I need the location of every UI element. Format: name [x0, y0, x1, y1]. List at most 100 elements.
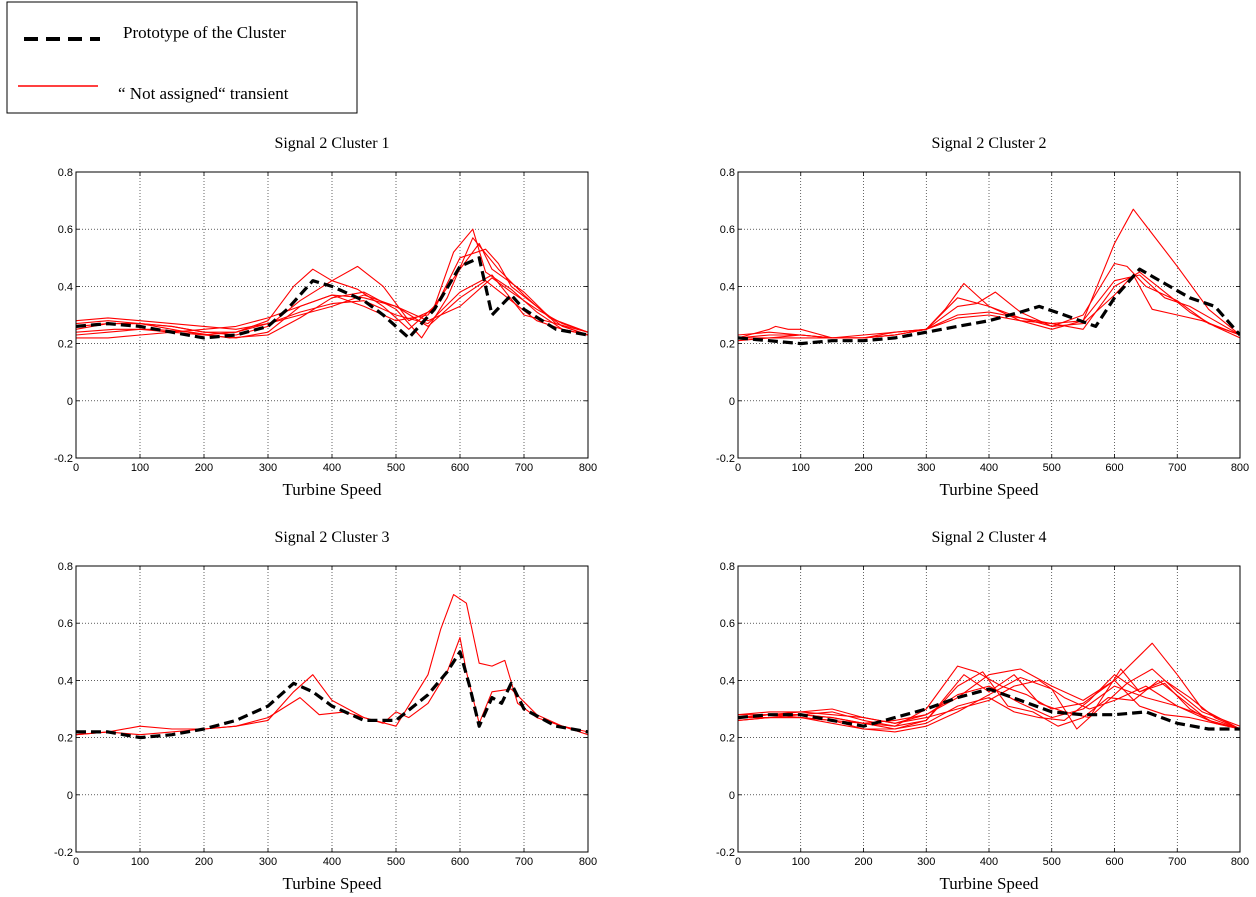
legend: Prototype of the Cluster “ Not assigned“… — [6, 1, 358, 114]
x-tick-label: 700 — [515, 856, 533, 868]
x-tick-label: 300 — [917, 856, 935, 868]
x-tick-label: 200 — [195, 856, 213, 868]
plot-frame — [75, 565, 589, 853]
x-tick-label: 200 — [854, 856, 872, 868]
plot-lines — [738, 208, 1240, 346]
plot-area — [76, 566, 588, 852]
y-tick-label: 0.4 — [58, 675, 73, 687]
y-tick-label: 0.4 — [720, 281, 735, 293]
x-tick-label: 700 — [1168, 856, 1186, 868]
y-tick-label: 0 — [67, 396, 73, 408]
plot-lines — [76, 228, 588, 340]
series-line-not-assigned-1 — [738, 665, 1240, 730]
x-tick-label: 100 — [792, 856, 810, 868]
x-tick-label: 300 — [259, 856, 277, 868]
x-tick-label: 300 — [917, 462, 935, 474]
plot-frame — [737, 565, 1241, 853]
x-tick-label: 500 — [387, 856, 405, 868]
series-line-not-assigned-7 — [738, 671, 1240, 730]
plot-lines — [76, 594, 588, 740]
x-tick-label: 600 — [451, 856, 469, 868]
x-axis-label: Turbine Speed — [939, 480, 1039, 499]
y-tick-label: 0.8 — [720, 561, 735, 573]
plot-area — [76, 172, 588, 458]
x-axis-label: Turbine Speed — [282, 874, 382, 893]
x-tick-label: 600 — [451, 462, 469, 474]
x-axis-label: Turbine Speed — [939, 874, 1039, 893]
x-tick-label: 800 — [579, 856, 597, 868]
y-tick-label: 0.2 — [720, 339, 735, 351]
y-tick-label: 0 — [729, 790, 735, 802]
plot-lines — [738, 642, 1240, 733]
x-tick-label: 300 — [259, 462, 277, 474]
series-line-not-assigned-6 — [76, 237, 588, 339]
series-line-prototype — [738, 687, 1240, 731]
x-tick-label: 700 — [1168, 462, 1186, 474]
series-line-prototype — [738, 267, 1240, 346]
plot-frame — [75, 171, 589, 459]
y-tick-label: 0.8 — [58, 561, 73, 573]
plot-frame — [737, 171, 1241, 459]
y-tick-label: 0.2 — [58, 733, 73, 745]
y-tick-label: 0.6 — [58, 618, 73, 630]
x-tick-label: 500 — [1043, 856, 1061, 868]
y-tick-label: -0.2 — [716, 847, 735, 859]
x-tick-label: 400 — [980, 462, 998, 474]
y-tick-label: 0.8 — [720, 167, 735, 179]
chart-panel-4: 0 100 200 300 400 500 600 700 800-0.200.20.40.60… — [716, 529, 1249, 893]
series-line-not-assigned-1 — [76, 594, 588, 736]
x-tick-label: 0 — [735, 462, 741, 474]
chart-title: Signal 2 Cluster 2 — [931, 135, 1046, 152]
x-tick-label: 0 — [73, 462, 79, 474]
x-tick-label: 0 — [735, 856, 741, 868]
y-tick-label: 0.2 — [58, 339, 73, 351]
x-tick-label: 100 — [131, 856, 149, 868]
x-axis-label: Turbine Speed — [282, 480, 382, 499]
x-tick-label: 400 — [323, 462, 341, 474]
y-tick-label: 0.4 — [720, 675, 735, 687]
series-line-not-assigned-2 — [738, 642, 1240, 730]
x-tick-label: 100 — [131, 462, 149, 474]
chart-title: Signal 2 Cluster 3 — [274, 529, 389, 546]
x-tick-label: 800 — [1231, 856, 1249, 868]
x-tick-label: 800 — [579, 462, 597, 474]
y-tick-label: 0 — [67, 790, 73, 802]
legend-box — [6, 1, 358, 114]
series-line-not-assigned-2 — [76, 636, 588, 736]
y-tick-label: -0.2 — [716, 453, 735, 465]
x-tick-label: 100 — [792, 462, 810, 474]
x-tick-label: 0 — [73, 856, 79, 868]
legend-label-not-assigned: “ Not assigned“ transient — [118, 84, 289, 103]
chart-panel-1: 0 100 200 300 400 500 600 700 800-0.200.20.40.60… — [54, 135, 597, 499]
y-tick-label: 0.6 — [720, 224, 735, 236]
y-tick-label: -0.2 — [54, 453, 73, 465]
x-tick-label: 200 — [195, 462, 213, 474]
y-tick-label: 0.4 — [58, 281, 73, 293]
chart-title: Signal 2 Cluster 1 — [274, 135, 389, 152]
series-line-prototype — [76, 256, 588, 340]
x-tick-label: 400 — [323, 856, 341, 868]
y-tick-label: 0.6 — [58, 224, 73, 236]
x-tick-label: 600 — [1105, 856, 1123, 868]
x-tick-label: 200 — [854, 462, 872, 474]
y-tick-label: 0.2 — [720, 733, 735, 745]
series-line-not-assigned-1 — [738, 208, 1240, 339]
x-tick-label: 500 — [387, 462, 405, 474]
y-tick-label: 0 — [729, 396, 735, 408]
x-tick-label: 700 — [515, 462, 533, 474]
y-tick-label: -0.2 — [54, 847, 73, 859]
y-tick-label: 0.8 — [58, 167, 73, 179]
x-tick-label: 600 — [1105, 462, 1123, 474]
x-tick-label: 800 — [1231, 462, 1249, 474]
series-line-not-assigned-7 — [76, 274, 588, 333]
series-line-not-assigned-6 — [738, 674, 1240, 730]
chart-panel-2: 0 100 200 300 400 500 600 700 800-0.200.20.40.60… — [716, 135, 1249, 499]
series-line-not-assigned-5 — [738, 274, 1240, 339]
legend-label-prototype: Prototype of the Cluster — [123, 23, 286, 42]
plot-area — [738, 566, 1240, 852]
x-tick-label: 500 — [1043, 462, 1061, 474]
y-tick-label: 0.6 — [720, 618, 735, 630]
chart-panel-3: 0 100 200 300 400 500 600 700 800-0.200.20.40.60… — [54, 529, 597, 893]
x-tick-label: 400 — [980, 856, 998, 868]
